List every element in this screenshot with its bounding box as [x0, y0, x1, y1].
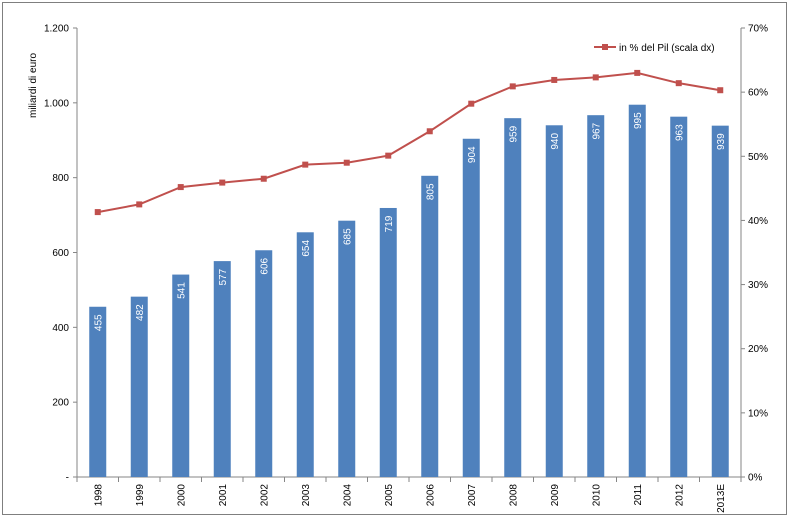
- y2-tick-label: 10%: [748, 408, 768, 419]
- line-point: [343, 159, 350, 166]
- bar-data-label: 995: [633, 112, 644, 129]
- y2-tick-label: 50%: [748, 152, 768, 163]
- x-tick-label: 2012: [674, 484, 685, 507]
- line-point: [717, 87, 724, 94]
- line-point: [219, 179, 226, 186]
- bar: [628, 104, 646, 478]
- x-tick-label: 2008: [508, 484, 519, 507]
- y-tick-label: 1.000: [44, 98, 69, 109]
- x-tick-label: 1998: [93, 484, 104, 507]
- bar: [172, 274, 190, 477]
- bar-data-label: 455: [93, 314, 104, 331]
- legend-label: in % del Pil (scala dx): [619, 43, 715, 54]
- bar: [213, 261, 231, 477]
- y-tick-label: 1.200: [44, 24, 69, 35]
- bar: [379, 207, 397, 477]
- y-tick-label: 400: [52, 323, 69, 334]
- bar: [587, 115, 605, 477]
- x-tick-label: 2005: [384, 484, 395, 507]
- bar-series: 455 482 541 577 606 654 685 719 805 904 959 940 967 9…: [89, 104, 729, 478]
- bar: [504, 118, 522, 477]
- x-tick-label: 2013E: [716, 484, 727, 513]
- x-tick-label: 2009: [550, 484, 561, 507]
- line-point: [177, 184, 184, 191]
- bar: [545, 125, 563, 478]
- x-tick-label: 2004: [342, 484, 353, 507]
- y2-tick-label: 20%: [748, 344, 768, 355]
- y2-tick-label: 60%: [748, 88, 768, 99]
- x-tick-label: 2000: [176, 484, 187, 507]
- x-tick-label: 1999: [135, 484, 146, 507]
- y2-tick-label: 70%: [748, 24, 768, 35]
- bar: [89, 306, 107, 477]
- x-tick-label: 2006: [425, 484, 436, 507]
- line-point: [509, 83, 516, 90]
- bar: [296, 232, 314, 477]
- y2-tick-label: 0%: [748, 473, 763, 484]
- line-point: [136, 201, 143, 208]
- line-path: [97, 71, 721, 214]
- bar-data-label: 541: [176, 282, 187, 299]
- line-point: [94, 209, 101, 216]
- bar: [421, 175, 439, 477]
- y-tick-label: 200: [52, 398, 69, 409]
- line-point: [302, 161, 309, 168]
- legend-square-marker: [602, 44, 608, 50]
- bar-data-label: 959: [508, 125, 519, 142]
- y2-tick-label: 40%: [748, 216, 768, 227]
- x-tick-label: 2007: [467, 484, 478, 507]
- line-point: [592, 74, 599, 81]
- line-point: [675, 80, 682, 87]
- bar-data-label: 606: [259, 257, 270, 274]
- bar-data-label: 963: [674, 124, 685, 141]
- bar-data-label: 719: [384, 215, 395, 232]
- line-point: [468, 100, 475, 107]
- bar-data-label: 654: [301, 240, 312, 257]
- y-axis-title: miliardi di euro: [28, 53, 39, 118]
- bar-data-label: 577: [218, 268, 229, 285]
- bar: [462, 138, 480, 477]
- x-tick-label: 2011: [633, 484, 644, 506]
- bar-data-label: 939: [716, 133, 727, 150]
- line-point: [426, 128, 433, 135]
- axes: - 200 400 600 800 1.000 1.200 0% 10% 20% 30% 40% 50%…: [44, 24, 768, 513]
- bar-data-label: 967: [591, 122, 602, 139]
- bar: [338, 220, 356, 477]
- line-point: [551, 76, 558, 83]
- x-tick-label: 2010: [591, 484, 602, 507]
- x-tick-label: 2003: [301, 484, 312, 507]
- bar-data-label: 805: [425, 183, 436, 200]
- line-point: [260, 175, 267, 182]
- bar: [711, 125, 729, 477]
- bar-data-label: 940: [550, 133, 561, 150]
- x-tick-label: 2001: [218, 484, 229, 507]
- bar-data-label: 685: [342, 228, 353, 245]
- y-tick-label: -: [66, 473, 69, 484]
- line-point: [634, 69, 641, 76]
- line-point: [385, 152, 392, 159]
- bar: [255, 250, 273, 477]
- y-tick-label: 800: [52, 173, 69, 184]
- bar: [130, 296, 148, 477]
- x-tick-label: 2002: [259, 484, 270, 507]
- bar-data-label: 904: [467, 146, 478, 163]
- y2-tick-label: 30%: [748, 280, 768, 291]
- line-series: [94, 69, 724, 216]
- y-tick-label: 600: [52, 248, 69, 259]
- bar-data-label: 482: [135, 304, 146, 321]
- bar: [670, 116, 688, 478]
- legend: in % del Pil (scala dx): [594, 43, 715, 54]
